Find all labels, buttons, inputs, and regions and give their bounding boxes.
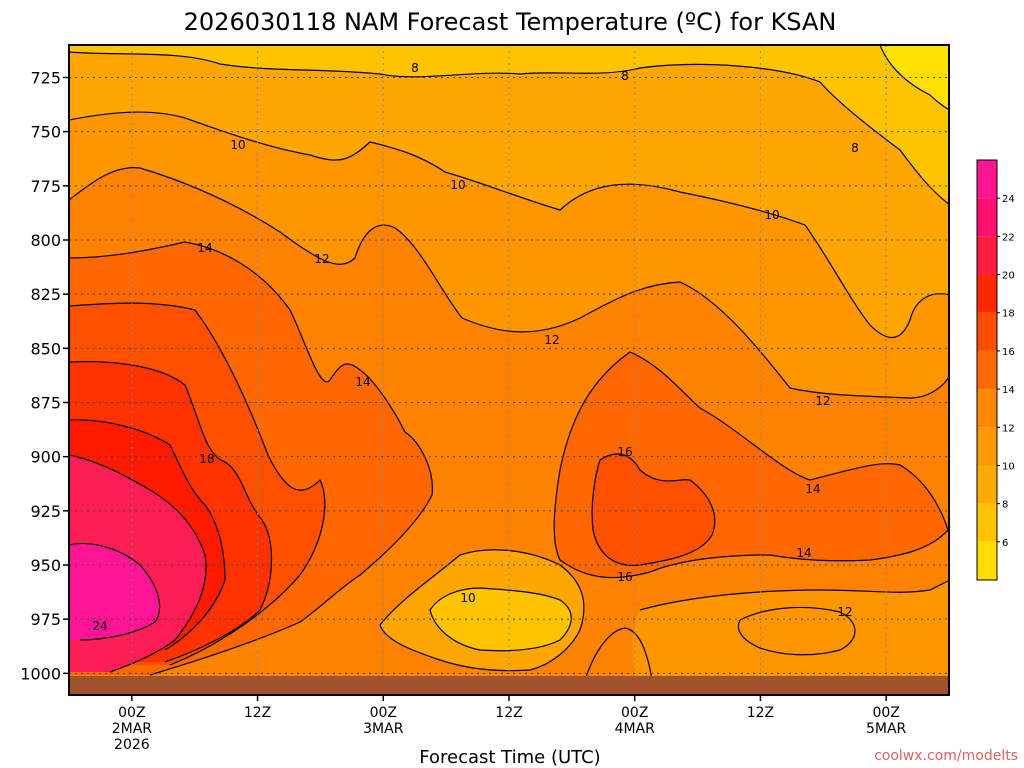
x-tick-label: 00Z (118, 705, 145, 721)
x-tick-label: 2MAR (112, 721, 153, 737)
colorbar-tick-label: 10 (1002, 461, 1015, 472)
contour-line (553, 351, 949, 579)
colorbar-swatch (977, 389, 997, 428)
gridlines (69, 45, 949, 695)
colorbar-tick-label: 20 (1002, 271, 1015, 282)
colorbar-tick-label: 24 (1002, 194, 1015, 205)
colorbar-swatch (977, 236, 997, 275)
x-tick-label: 3MAR (363, 721, 404, 737)
contour-label: 10 (460, 591, 475, 605)
band-4-6 (880, 45, 949, 110)
y-tick-label: 925 (30, 502, 61, 521)
x-tick-label: 00Z (370, 705, 397, 721)
contour-label: 14 (796, 546, 811, 560)
contour-label: 12 (314, 252, 329, 266)
x-tick-label: 00Z (621, 705, 648, 721)
ground-strip (69, 676, 949, 695)
contour-label: 12 (544, 333, 559, 347)
y-tick-label: 775 (30, 177, 61, 196)
contour-label: 10 (764, 208, 779, 222)
colorbar-tick-label: 6 (1002, 538, 1008, 549)
x-tick-label: 4MAR (615, 721, 656, 737)
contour-label: 16 (617, 445, 632, 459)
contour-line (591, 453, 716, 567)
y-tick-label: 850 (30, 339, 61, 358)
colorbar-swatch (977, 503, 997, 542)
contour-label: 8 (411, 61, 419, 75)
colorbar-swatch (977, 541, 997, 580)
colorbar-swatch (977, 274, 997, 313)
colorbar-tick-label: 14 (1002, 385, 1015, 396)
contour-line (69, 51, 949, 205)
contour-label: 14 (805, 482, 820, 496)
chart-title: 2026030118 NAM Forecast Temperature (ºC)… (184, 8, 837, 36)
colorbar-swatch (977, 465, 997, 504)
x-tick-label: 00Z (872, 705, 899, 721)
colorbar-swatch (977, 160, 997, 199)
contour-label: 16 (617, 570, 632, 584)
y-axis: 725 750 775 800 825 850 875 900 925 950 975 1000 (20, 69, 69, 683)
colorbar-frame (976, 159, 998, 581)
y-tick-label: 825 (30, 285, 61, 304)
x-axis-label: Forecast Time (UTC) (419, 747, 600, 768)
colorbar-swatch (977, 198, 997, 237)
colorbar-tick-label: 16 (1002, 347, 1015, 358)
contour-line (379, 549, 585, 672)
y-tick-label: 750 (30, 123, 61, 142)
contour-line (639, 579, 949, 611)
x-tick-label: 12Z (244, 705, 271, 721)
x-tick-label: 12Z (495, 705, 522, 721)
contour-line (737, 606, 856, 656)
contour-labels: 8 8 8 10 10 10 12 12 12 14 14 14 14 16 16 18 24 12 10 (92, 61, 858, 633)
contour-line (69, 542, 161, 641)
colorbar-tick-label: 8 (1002, 500, 1008, 511)
y-tick-label: 800 (30, 231, 61, 250)
x-tick-label: 5MAR (866, 721, 907, 737)
band-right-low-12 (632, 580, 949, 695)
x-tick-label: 2026 (114, 737, 150, 753)
contour-label: 10 (230, 138, 245, 152)
contour-label: 10 (450, 178, 465, 192)
contour-line (69, 302, 326, 666)
contour-line (69, 167, 949, 399)
band-cold-pocket-8 (430, 588, 572, 651)
y-tick-label: 975 (30, 610, 61, 629)
contour-label: 24 (92, 619, 107, 633)
colorbar-tick-label: 22 (1002, 232, 1015, 243)
colorbar-tick-label: 12 (1002, 423, 1015, 434)
colorbar: 6 8 10 12 14 16 18 20 22 24 (976, 159, 1015, 581)
contour-lines (69, 45, 949, 681)
contour-label: 12 (837, 605, 852, 619)
contour-label: 14 (197, 241, 212, 255)
y-tick-label: 950 (30, 556, 61, 575)
contour-line (584, 627, 653, 681)
contour-line (69, 419, 226, 651)
credit-text: coolwx.com/modelts (874, 748, 1018, 764)
y-tick-label: 1000 (20, 664, 61, 683)
band-24-26 (69, 543, 160, 640)
contour-label: 14 (355, 375, 370, 389)
x-tick-label: 12Z (747, 705, 774, 721)
colorbar-swatch (977, 312, 997, 351)
colorbar-swatch (977, 350, 997, 390)
y-tick-label: 900 (30, 448, 61, 467)
contour-label: 18 (199, 452, 214, 466)
colorbar-tick-label: 18 (1002, 309, 1015, 320)
band-6-8 (69, 45, 949, 205)
contour-line (69, 241, 433, 676)
contour-label: 12 (815, 394, 830, 408)
contour-line (429, 587, 572, 652)
contour-label: 8 (851, 141, 859, 155)
plot-area (69, 45, 949, 695)
contour-label: 8 (621, 69, 629, 83)
contour-line (69, 454, 207, 673)
y-tick-label: 875 (30, 394, 61, 413)
contour-line (879, 45, 949, 111)
colorbar-swatch (977, 427, 997, 466)
y-tick-label: 725 (30, 69, 61, 88)
